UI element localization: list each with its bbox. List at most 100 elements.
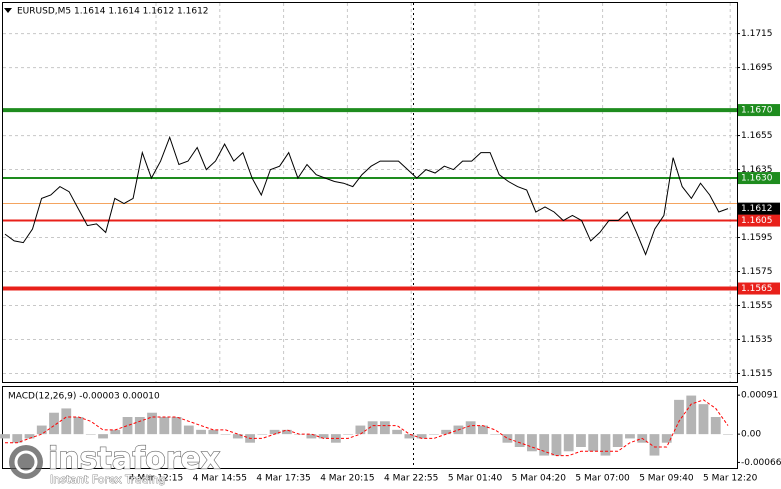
macd-bar — [183, 425, 194, 435]
macd-bar — [208, 429, 219, 435]
tagline: Instant Forex Trading — [50, 473, 166, 486]
macd-bar — [527, 434, 537, 452]
macd-bar — [306, 434, 317, 439]
macd-bar — [514, 434, 525, 447]
y-tick-label: 1.1515 — [741, 369, 773, 379]
y-tick-label: 0.00 — [741, 430, 761, 440]
macd-panel — [2, 386, 738, 469]
macd-bar — [36, 425, 47, 435]
price-tag — [738, 202, 780, 215]
y-tick-label: 1.1535 — [741, 335, 773, 345]
macd-bar — [220, 434, 231, 435]
macd-bar — [281, 429, 292, 435]
macd-title: MACD(12,26,9) -0.00003 0.00010 — [8, 392, 160, 402]
macd-bar — [539, 434, 550, 456]
brand: instaforex — [48, 442, 220, 477]
macd-bar — [98, 434, 108, 439]
x-tick-label: 5 Mar 12:20 — [703, 474, 758, 484]
level-tag — [738, 172, 780, 185]
level-label: 1.1565 — [741, 284, 773, 294]
y-tick-label: 1.1655 — [741, 131, 773, 141]
macd-bar — [49, 412, 59, 435]
y-tick-label: 0.00091 — [741, 391, 778, 401]
macd-bar — [686, 395, 697, 435]
level-label: 1.1670 — [741, 106, 773, 116]
level-label: 1.1630 — [741, 174, 773, 184]
macd-bar — [24, 434, 35, 439]
macd-bar — [147, 412, 157, 435]
macd-bar — [392, 429, 403, 435]
y-tick-label: 1.1555 — [741, 301, 773, 311]
macd-bar — [73, 417, 84, 435]
macd-bar — [625, 434, 635, 439]
macd-bar — [600, 434, 611, 456]
x-tick-label: 5 Mar 01:40 — [448, 474, 503, 484]
price-line — [4, 135, 729, 256]
level-tag — [738, 104, 780, 117]
x-tick-label: 5 Mar 04:20 — [512, 474, 567, 484]
macd-bar — [612, 434, 623, 447]
menu-arrow — [4, 8, 12, 13]
macd-bar — [379, 421, 390, 435]
macd-bar — [367, 421, 378, 435]
macd-bar — [576, 434, 586, 447]
macd-bar — [441, 429, 452, 435]
x-tick-label: 5 Mar 07:00 — [575, 474, 630, 484]
y-tick-label: 1.1695 — [741, 63, 773, 73]
x-tick-label: 4 Mar 22:55 — [384, 474, 438, 484]
x-tick-label: 4 Mar 17:35 — [256, 474, 310, 484]
signal-line — [5, 399, 729, 457]
macd-bar — [269, 429, 280, 435]
macd-bar — [122, 417, 133, 435]
macd-bar — [465, 421, 476, 435]
x-tick-label: 4 Mar 20:15 — [320, 474, 374, 484]
macd-bar — [404, 434, 415, 439]
watermark: instaforex Instant Forex Trading — [9, 441, 221, 486]
level-label: 1.1605 — [741, 216, 773, 226]
macd-bar — [674, 399, 684, 435]
macd-bar — [588, 434, 599, 452]
macd-bar — [428, 434, 439, 435]
macd-bar — [0, 434, 10, 439]
macd-bar — [723, 434, 733, 435]
y-tick-label: 1.1715 — [741, 29, 773, 39]
macd-bar — [661, 434, 672, 443]
y-tick-label: -0.00066 — [741, 458, 781, 468]
macd-bar — [159, 417, 170, 435]
y-tick-label: 1.1575 — [741, 267, 773, 277]
macd-bar — [12, 434, 23, 443]
x-tick-label: 4 Mar 12:15 — [129, 474, 183, 484]
macd-bar — [698, 404, 709, 435]
macd-bar — [551, 434, 562, 456]
x-tick-label: 4 Mar 14:55 — [193, 474, 247, 484]
macd-bar — [196, 429, 206, 435]
macd-bar — [330, 434, 341, 443]
chart-title: EURUSD,M5 1.1614 1.1614 1.1612 1.1612 — [17, 7, 209, 17]
macd-bar — [355, 425, 366, 435]
macd-bar — [502, 434, 513, 443]
macd-bar — [61, 408, 72, 435]
macd-bar — [649, 434, 660, 456]
level-tag — [738, 214, 780, 227]
macd-bar — [478, 425, 488, 435]
macd-bar — [232, 434, 243, 439]
macd-bar — [710, 417, 721, 435]
macd-bar — [563, 434, 574, 452]
y-tick-label: 1.1635 — [741, 165, 773, 175]
macd-bar — [85, 434, 96, 435]
macd-bar — [416, 434, 427, 439]
price-panel — [2, 2, 738, 383]
macd-bar — [171, 417, 182, 435]
logo-ring — [14, 450, 38, 474]
x-tick-label: 5 Mar 09:40 — [639, 474, 694, 484]
macd-bar — [134, 417, 145, 435]
macd-bar — [257, 434, 268, 435]
price-tag-label: 1.1612 — [741, 204, 773, 214]
macd-bar — [490, 434, 501, 435]
y-tick-label: 1.1595 — [741, 233, 773, 243]
macd-bar — [343, 434, 354, 435]
macd-bar — [318, 434, 329, 439]
level-tag — [738, 282, 780, 295]
macd-bar — [110, 429, 121, 435]
